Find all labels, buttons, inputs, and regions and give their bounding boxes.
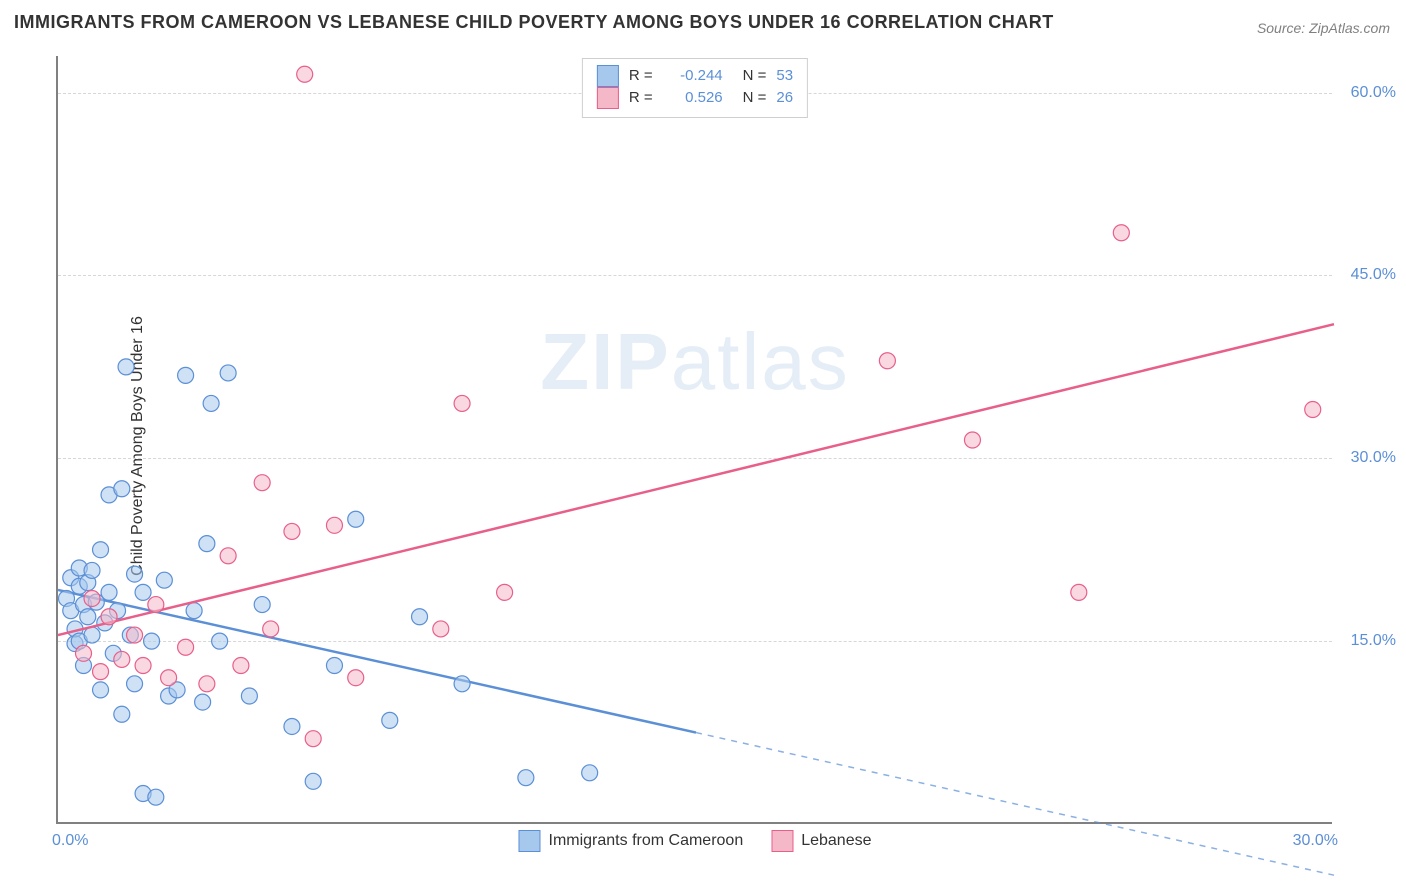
- legend-swatch: [518, 830, 540, 852]
- n-label: N =: [743, 87, 767, 109]
- scatter-plot: [58, 56, 1332, 822]
- y-tick-label: 60.0%: [1351, 84, 1396, 102]
- y-tick-label: 45.0%: [1351, 266, 1396, 284]
- chart-plot-area: ZIPatlas 15.0%30.0%45.0%60.0% R =-0.244N…: [56, 56, 1332, 824]
- series-legend: Immigrants from Cameroon Lebanese: [518, 830, 871, 852]
- y-tick-label: 15.0%: [1351, 632, 1396, 650]
- page-title: IMMIGRANTS FROM CAMEROON VS LEBANESE CHI…: [14, 12, 1054, 33]
- r-label: R =: [629, 65, 653, 87]
- legend-swatch: [771, 830, 793, 852]
- x-tick-min: 0.0%: [52, 832, 88, 850]
- stats-legend: R = -0.244 N = 53 R = 0.526 N = 26: [582, 58, 808, 118]
- source-credit: Source: ZipAtlas.com: [1257, 20, 1390, 36]
- r-value: 0.526: [663, 87, 723, 109]
- n-value: 26: [776, 87, 793, 109]
- y-tick-label: 30.0%: [1351, 449, 1396, 467]
- series-name: Immigrants from Cameroon: [548, 832, 743, 850]
- n-label: N =: [743, 65, 767, 87]
- r-value: -0.244: [663, 65, 723, 87]
- legend-row: R = -0.244 N = 53: [597, 65, 793, 87]
- x-tick-max: 30.0%: [1293, 832, 1338, 850]
- legend-swatch: [597, 87, 619, 109]
- legend-swatch: [597, 65, 619, 87]
- r-label: R =: [629, 87, 653, 109]
- n-value: 53: [776, 65, 793, 87]
- series-legend-item: Immigrants from Cameroon: [518, 830, 743, 852]
- series-name: Lebanese: [801, 832, 871, 850]
- legend-row: R = 0.526 N = 26: [597, 87, 793, 109]
- series-legend-item: Lebanese: [771, 830, 871, 852]
